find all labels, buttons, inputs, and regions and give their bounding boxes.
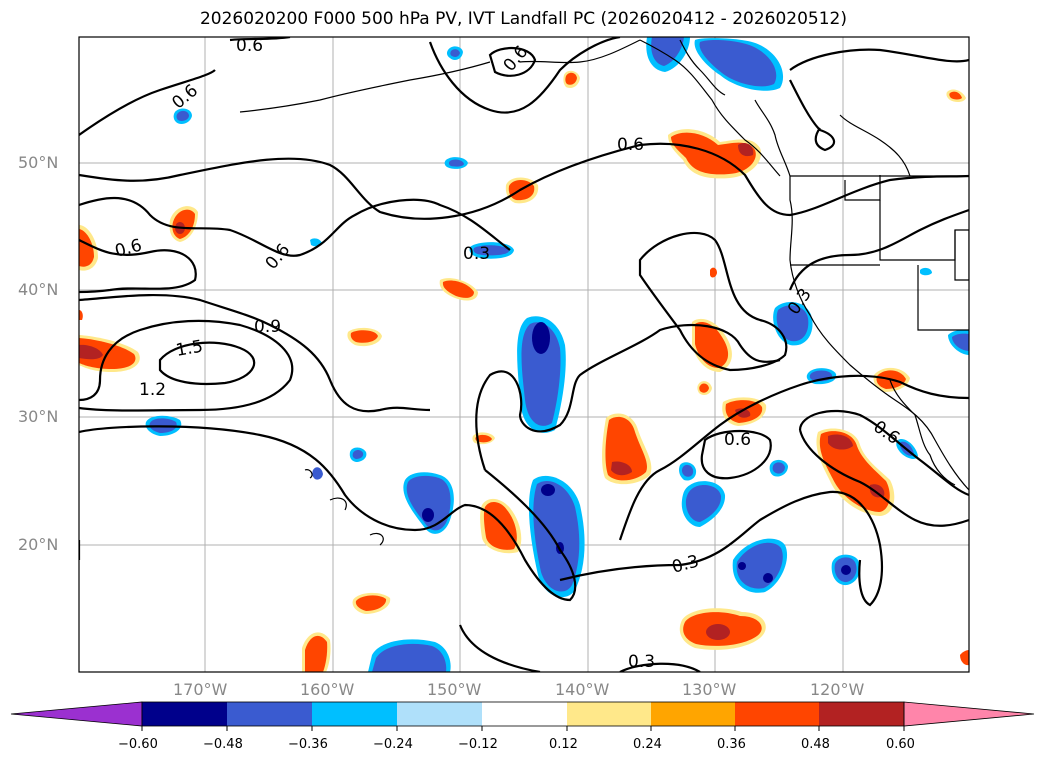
- neg-blob: [403, 472, 454, 534]
- ivt-contours: [79, 37, 969, 672]
- lon-label: 130°W: [682, 680, 737, 699]
- pos-blob: [347, 327, 382, 347]
- colorbar-segment: [142, 702, 227, 726]
- pos-blob: [472, 432, 495, 445]
- colorbar-tick-label: 0.48: [801, 737, 830, 752]
- pos-blob: [679, 608, 766, 650]
- colorbar-segment: [651, 702, 735, 726]
- pos-blob: [722, 397, 767, 426]
- lon-label: 160°W: [300, 680, 355, 699]
- contour-label: 0.9: [254, 317, 281, 337]
- neg-blob: [444, 157, 468, 169]
- neg-blob: [679, 462, 697, 481]
- colorbar-tick-label: 0.24: [633, 737, 662, 752]
- colorbar-segment: [567, 702, 651, 726]
- positive-anomaly-regions: [79, 70, 969, 672]
- lat-label: 20°N: [18, 535, 59, 554]
- contour-label: 0.6: [236, 36, 263, 56]
- neg-blob: [517, 316, 566, 433]
- contour-label: 0.3: [463, 244, 490, 264]
- pos-blob: [480, 498, 522, 554]
- lat-label: 40°N: [18, 280, 59, 299]
- contour-label: 0.6: [113, 235, 144, 261]
- colorbar-tick-label: −0.48: [203, 737, 243, 752]
- coastlines: [239, 39, 969, 546]
- pos-blob: [697, 381, 712, 396]
- colorbar-segment: [227, 702, 312, 726]
- pos-blob: [439, 278, 478, 301]
- colorbar-tick-label: −0.60: [118, 737, 158, 752]
- colorbar-segment: [482, 702, 567, 726]
- colorbar-extend-low: [10, 701, 143, 727]
- colorbar: [10, 701, 1035, 731]
- neg-blob: [948, 329, 969, 355]
- colorbar-segment: [312, 702, 397, 726]
- map-title: 2026020200 F000 500 hPa PV, IVT Landfall…: [199, 9, 847, 29]
- neg-blob: [446, 46, 463, 60]
- contour-label: 1.5: [174, 337, 204, 361]
- neg-blob: [694, 38, 784, 91]
- pos-blob: [79, 225, 98, 271]
- neg-blob: [732, 538, 788, 593]
- contour-label: 0.6: [724, 430, 751, 450]
- neg-blob: [173, 108, 192, 124]
- pos-blob: [302, 632, 331, 672]
- neg-blob: [312, 467, 323, 480]
- pos-blob: [563, 70, 580, 88]
- neg-blob: [368, 639, 451, 672]
- colorbar-segment: [397, 702, 482, 726]
- neg-blob: [646, 37, 690, 72]
- colorbar-tick-label: −0.24: [373, 737, 413, 752]
- colorbar-extend-high: [903, 701, 1035, 727]
- pos-blob: [352, 592, 391, 614]
- colorbar-tick-label: −0.36: [288, 737, 328, 752]
- contour-label: 1.2: [139, 380, 166, 400]
- pos-blob: [602, 413, 652, 485]
- contour-label: 0.6: [617, 135, 644, 155]
- colorbar-tick-label: −0.12: [458, 737, 498, 752]
- lon-label: 140°W: [555, 680, 610, 699]
- pos-blob: [816, 428, 895, 516]
- pos-blob: [79, 335, 140, 372]
- contour-label: 0.3: [670, 551, 701, 577]
- neg-blob: [831, 554, 860, 586]
- negative-anomaly-regions: [145, 37, 969, 672]
- contour-label: 0.6: [262, 240, 295, 274]
- map-field: [79, 37, 969, 672]
- colorbar-segment: [735, 702, 819, 726]
- neg-blob: [469, 242, 514, 259]
- lon-label: 120°W: [810, 680, 865, 699]
- colorbar-tick-label: 0.36: [717, 737, 746, 752]
- lon-label: 170°W: [173, 680, 228, 699]
- lat-label: 50°N: [18, 153, 59, 172]
- map-frame: [78, 36, 970, 673]
- pos-blob: [169, 206, 198, 242]
- colorbar-segment: [819, 702, 904, 726]
- colorbar-frame: [141, 701, 905, 727]
- lat-label: 30°N: [18, 407, 59, 426]
- pos-blob: [946, 89, 966, 103]
- colorbar-tick-label: 0.60: [886, 737, 915, 752]
- neg-blob: [769, 459, 788, 477]
- lon-label: 150°W: [427, 680, 482, 699]
- pos-blob: [505, 177, 539, 204]
- contour-label: 0.3: [628, 652, 655, 672]
- colorbar-tick-label: 0.12: [549, 737, 578, 752]
- neg-blob: [681, 481, 726, 527]
- neg-blob: [349, 447, 367, 462]
